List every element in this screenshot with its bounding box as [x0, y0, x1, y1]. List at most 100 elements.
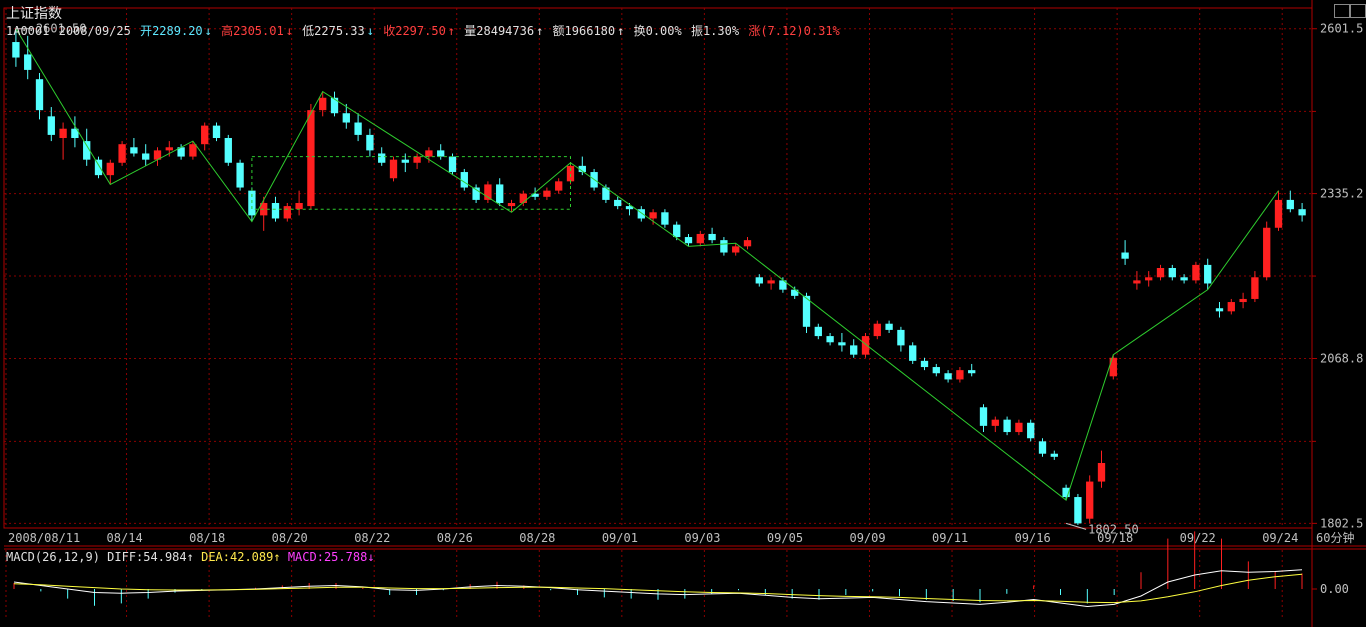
candle-body	[236, 162, 244, 188]
zigzag-line	[15, 28, 1279, 501]
candle-body	[578, 165, 586, 173]
candle-body	[1015, 422, 1023, 433]
candle-body	[519, 193, 527, 203]
candle-body	[1227, 302, 1235, 312]
x-tick-label: 08/28	[519, 531, 555, 545]
max-label: 2601.50	[36, 22, 87, 36]
candle-body	[543, 190, 551, 197]
x-tick-label: 09/01	[602, 531, 638, 545]
candle-body	[401, 159, 409, 163]
x-tick-label: 2008/08/11	[8, 531, 80, 545]
index-code: 1A0001	[6, 24, 50, 38]
candle-body	[979, 407, 988, 426]
candle-body	[1086, 481, 1094, 519]
x-tick-label: 09/09	[849, 531, 885, 545]
candle-body	[189, 144, 197, 157]
macd-header: MACD(26,12,9) DIFF:54.984↑ DEA:42.089↑ M…	[6, 550, 375, 564]
x-tick-label: 09/11	[932, 531, 968, 545]
candle-body	[330, 97, 339, 114]
candle-body	[920, 360, 929, 368]
consolidation-box	[251, 156, 571, 210]
candle-body	[389, 159, 398, 179]
candle-body	[47, 116, 55, 135]
up-arrow-icon: ↓	[285, 24, 293, 38]
candle-body	[319, 97, 327, 111]
candle-body	[1050, 453, 1058, 457]
candle-body	[1180, 277, 1188, 281]
candle-body	[212, 125, 221, 138]
candle-body	[1239, 298, 1247, 303]
dea-line	[13, 573, 1303, 604]
candle-body	[59, 128, 67, 138]
candle-body	[1286, 199, 1294, 210]
open-price: 开2289.20	[140, 24, 203, 38]
candle-body	[602, 187, 610, 200]
candle-body	[413, 156, 421, 163]
turnover: 换0.00%	[633, 24, 682, 38]
up-arrow-icon: ↑	[447, 24, 456, 38]
x-tick-label: 09/05	[767, 531, 803, 545]
candle-body	[555, 181, 563, 191]
candle-body	[850, 345, 858, 355]
candle-body	[838, 342, 846, 346]
index-title: 上证指数	[6, 6, 62, 22]
x-tick-label: 08/14	[107, 531, 143, 545]
candle-body	[1027, 422, 1035, 439]
candle-body	[826, 336, 834, 343]
x-tick-label: 08/20	[272, 531, 308, 545]
up-arrow-icon: ↑	[536, 24, 544, 38]
y-tick-label: 1802.5	[1320, 516, 1363, 530]
candle-body	[649, 212, 657, 219]
restore-icon[interactable]	[1334, 4, 1350, 18]
quote-info-bar: 1A0001 2008/09/25 开2289.20 ↓ 高2305.01 ↓ 低2…	[6, 22, 842, 39]
candle-body	[378, 153, 386, 163]
amount: 额1966180	[552, 24, 616, 38]
candle-body	[24, 54, 32, 70]
macd-zero-label: 0.00	[1320, 582, 1349, 596]
candle-body	[614, 199, 622, 207]
candle-body	[1133, 280, 1141, 284]
candle-body	[118, 144, 126, 163]
candle-body	[909, 345, 917, 361]
candle-body	[732, 246, 740, 253]
candle-body	[1168, 268, 1176, 278]
x-tick-label: 08/18	[189, 531, 225, 545]
candles-group	[12, 28, 1306, 525]
candle-body	[531, 193, 539, 197]
y-tick-label: 2068.8	[1320, 352, 1363, 366]
candle-body	[83, 141, 91, 160]
candle-body	[696, 233, 704, 244]
candle-body	[625, 206, 634, 210]
candle-body	[496, 184, 504, 203]
change: 涨(7.12)0.31%	[748, 24, 840, 38]
candle-body	[991, 419, 999, 426]
candle-body	[283, 206, 291, 219]
candle-body	[106, 162, 114, 176]
candle-body	[1145, 277, 1153, 281]
candle-body	[861, 336, 870, 355]
x-tick-label: 09/16	[1015, 531, 1051, 545]
up-arrow-icon: ↑	[273, 550, 281, 564]
candle-body	[94, 159, 103, 176]
close-icon[interactable]	[1350, 4, 1366, 18]
macd-diff: DIFF:54.984	[107, 550, 187, 564]
candle-body	[295, 203, 303, 210]
min-label: 1802.50	[1088, 522, 1139, 536]
candle-body	[366, 134, 374, 151]
candle-body	[130, 147, 138, 154]
candle-body	[1215, 308, 1224, 312]
candle-body	[448, 156, 457, 173]
candle-body	[885, 323, 893, 330]
y-tick-label: 2335.2	[1320, 187, 1363, 201]
candle-body	[1298, 209, 1306, 216]
candle-body	[932, 367, 940, 374]
y-tick-label: 2601.5	[1320, 22, 1363, 36]
candle-body	[472, 187, 480, 200]
candle-body	[12, 42, 20, 58]
candle-body	[342, 113, 350, 123]
candle-body	[484, 184, 492, 200]
candle-body	[354, 122, 362, 135]
candle-body	[637, 209, 645, 219]
candle-body	[71, 128, 79, 138]
